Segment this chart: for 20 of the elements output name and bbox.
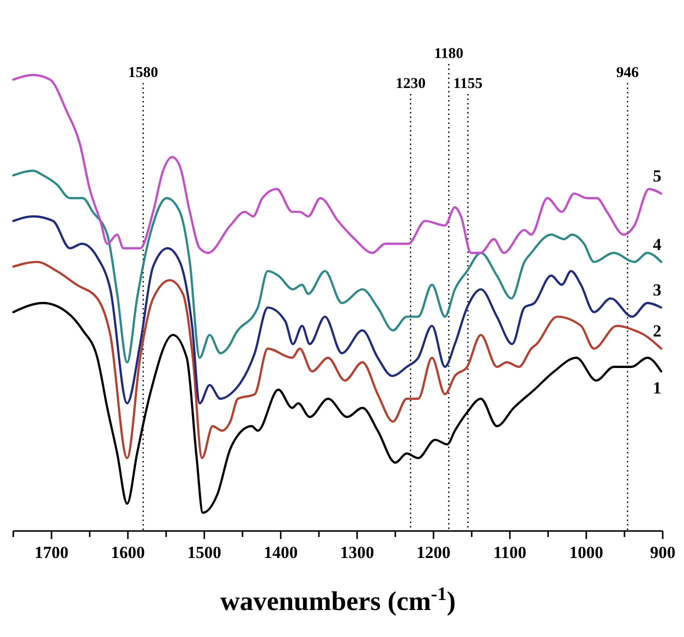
x-tick-label: 1300 — [340, 543, 374, 562]
series-label: 3 — [652, 280, 662, 300]
x-axis-title: wavenumbers (cm$^{-1}$) — [220, 584, 456, 616]
x-tick-label: 1600 — [110, 543, 145, 562]
series-label: 2 — [652, 322, 662, 341]
x-tick-label: 900 — [650, 543, 676, 562]
x-tick-label: 1400 — [264, 543, 298, 562]
series-label: 5 — [652, 166, 662, 186]
series-label: 4 — [652, 234, 662, 254]
x-tick-label: 1500 — [187, 543, 222, 562]
ref-line-label: 1180 — [434, 46, 464, 62]
x-tick-label: 1200 — [416, 543, 450, 562]
ref-line-label: 946 — [616, 65, 640, 81]
x-tick-label: 1100 — [493, 543, 526, 562]
ref-line-label: 1580 — [128, 65, 158, 81]
x-tick-label: 1000 — [569, 543, 604, 562]
ref-line-label: 1230 — [396, 76, 426, 92]
x-tick-label: 1700 — [34, 543, 68, 562]
ref-line-label: 1155 — [453, 76, 482, 92]
series-label: 1 — [652, 378, 662, 398]
